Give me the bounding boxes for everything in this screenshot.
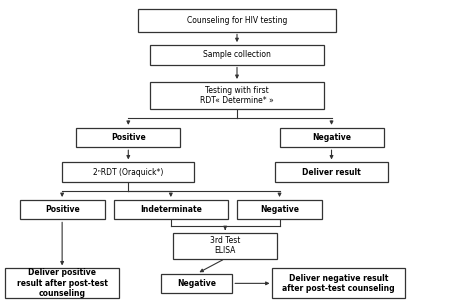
Text: Positive: Positive — [45, 205, 80, 214]
Text: Positive: Positive — [111, 133, 146, 142]
Text: Negative: Negative — [177, 279, 216, 288]
FancyBboxPatch shape — [138, 9, 336, 32]
Text: Deliver negative result
after post-test counseling: Deliver negative result after post-test … — [283, 274, 395, 293]
FancyBboxPatch shape — [273, 268, 405, 298]
FancyBboxPatch shape — [275, 162, 388, 182]
FancyBboxPatch shape — [76, 128, 180, 147]
Text: Indeterminate: Indeterminate — [140, 205, 202, 214]
FancyBboxPatch shape — [5, 268, 119, 298]
Text: Negative: Negative — [312, 133, 351, 142]
FancyBboxPatch shape — [150, 82, 324, 109]
Text: Deliver result: Deliver result — [302, 168, 361, 177]
Text: 3rd Test
ELISA: 3rd Test ELISA — [210, 236, 240, 255]
Text: 2ⁿRDT (Oraquick*): 2ⁿRDT (Oraquick*) — [93, 168, 164, 177]
FancyBboxPatch shape — [62, 162, 194, 182]
Text: Sample collection: Sample collection — [203, 50, 271, 59]
FancyBboxPatch shape — [173, 233, 277, 258]
Text: Testing with first
RDT« Determine* »: Testing with first RDT« Determine* » — [200, 86, 274, 105]
Text: Deliver positive
result after post-test
counseling: Deliver positive result after post-test … — [17, 268, 108, 298]
FancyBboxPatch shape — [161, 274, 232, 293]
FancyBboxPatch shape — [237, 200, 322, 219]
FancyBboxPatch shape — [19, 200, 105, 219]
FancyBboxPatch shape — [150, 45, 324, 65]
FancyBboxPatch shape — [114, 200, 228, 219]
Text: Negative: Negative — [260, 205, 299, 214]
Text: Counseling for HIV testing: Counseling for HIV testing — [187, 16, 287, 25]
FancyBboxPatch shape — [280, 128, 383, 147]
